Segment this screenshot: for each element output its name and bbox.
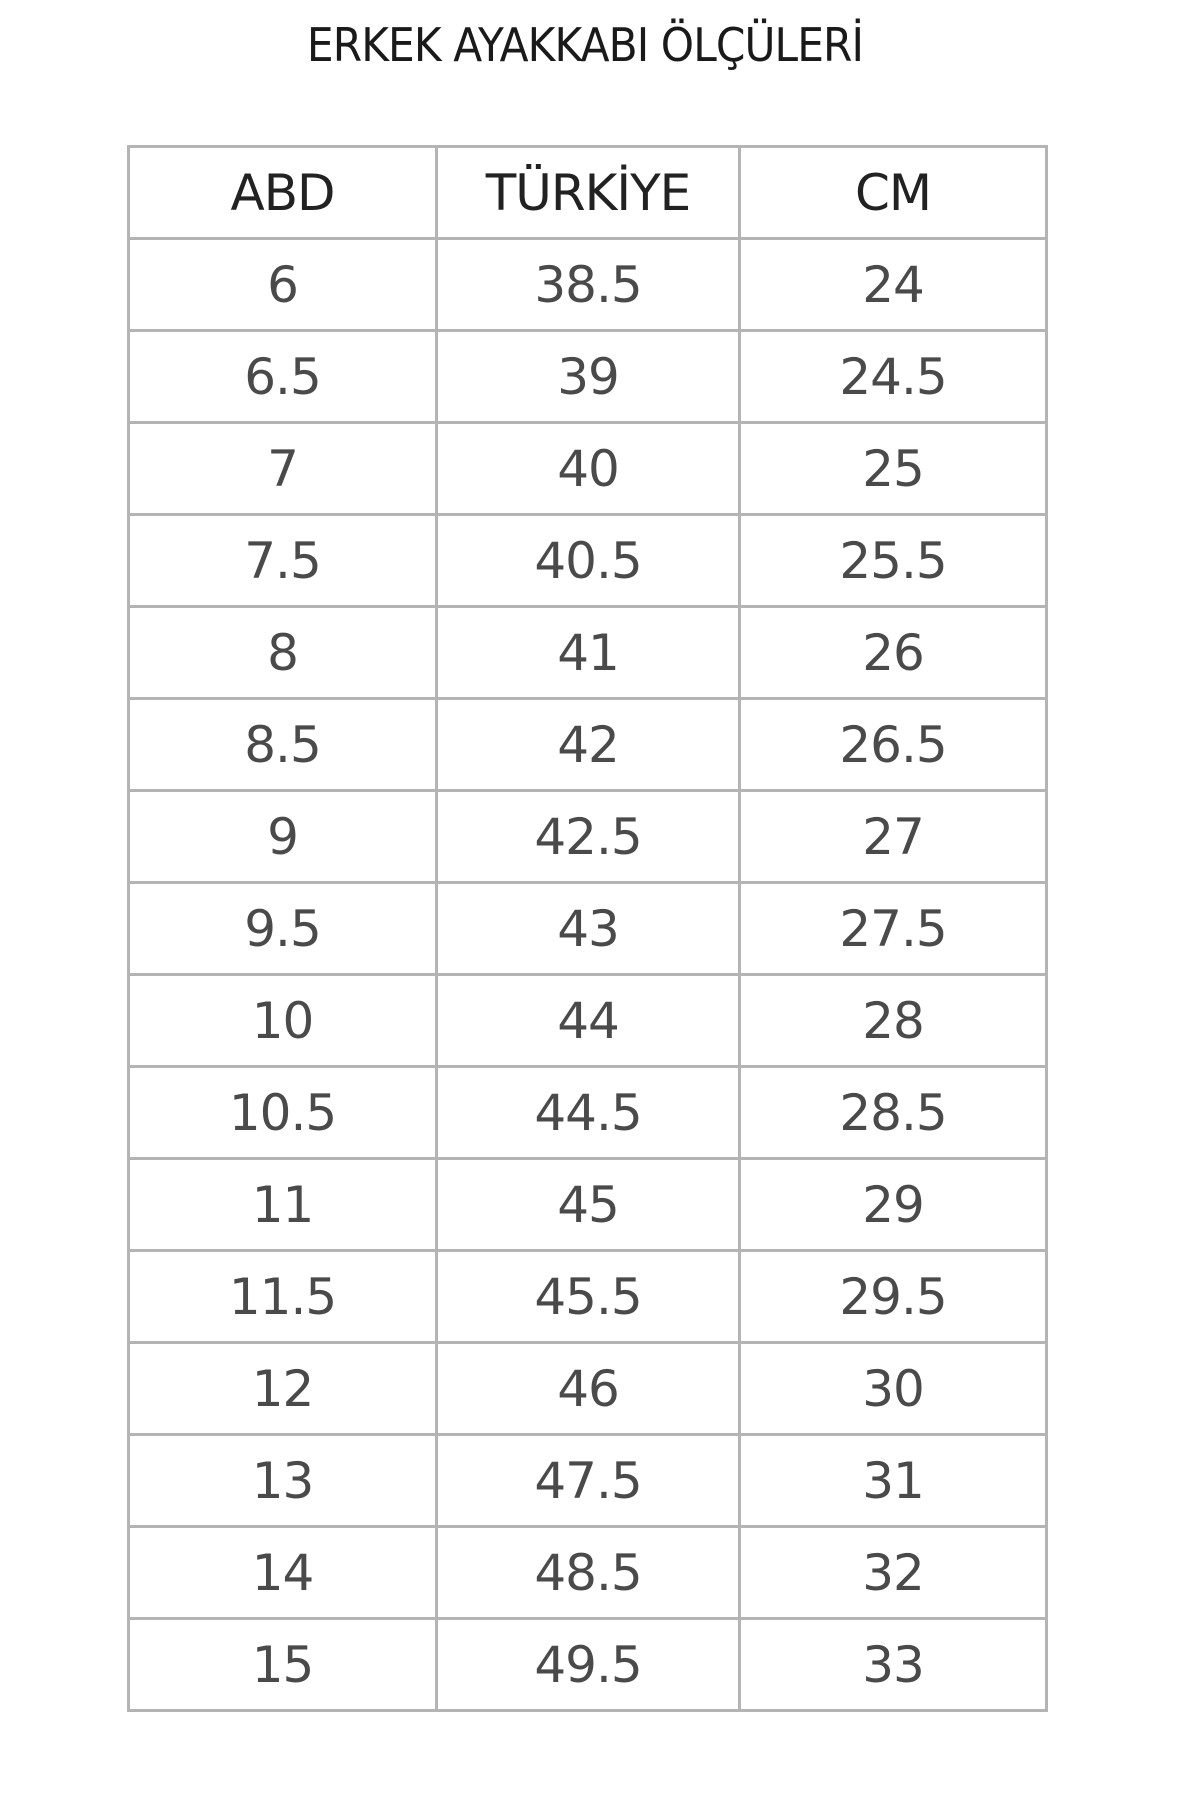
table-row: 14 48.5 32 <box>127 1525 1048 1620</box>
cell-abd: 6 <box>127 237 438 332</box>
cell-cm: 30 <box>738 1341 1048 1436</box>
cell-cm: 29.5 <box>738 1249 1048 1344</box>
cell-turkiye: 42.5 <box>435 789 741 884</box>
cell-turkiye: 42 <box>435 697 741 792</box>
cell-turkiye: 40.5 <box>435 513 741 608</box>
header-turkiye: TÜRKİYE <box>435 145 741 240</box>
table-row: 11 45 29 <box>127 1157 1048 1252</box>
cell-cm: 26 <box>738 605 1048 700</box>
cell-cm: 26.5 <box>738 697 1048 792</box>
header-abd: ABD <box>127 145 438 240</box>
cell-abd: 10 <box>127 973 438 1068</box>
cell-cm: 25.5 <box>738 513 1048 608</box>
table-row: 6 38.5 24 <box>127 237 1048 332</box>
cell-turkiye: 48.5 <box>435 1525 741 1620</box>
cell-cm: 24.5 <box>738 329 1048 424</box>
cell-turkiye: 39 <box>435 329 741 424</box>
cell-abd: 12 <box>127 1341 438 1436</box>
cell-turkiye: 38.5 <box>435 237 741 332</box>
table-row: 9 42.5 27 <box>127 789 1048 884</box>
table-row: 10 44 28 <box>127 973 1048 1068</box>
table-row: 9.5 43 27.5 <box>127 881 1048 976</box>
cell-abd: 14 <box>127 1525 438 1620</box>
cell-cm: 31 <box>738 1433 1048 1528</box>
cell-abd: 15 <box>127 1617 438 1712</box>
cell-abd: 11 <box>127 1157 438 1252</box>
cell-turkiye: 40 <box>435 421 741 516</box>
cell-turkiye: 43 <box>435 881 741 976</box>
cell-cm: 29 <box>738 1157 1048 1252</box>
cell-abd: 9.5 <box>127 881 438 976</box>
cell-cm: 33 <box>738 1617 1048 1712</box>
table-row: 7 40 25 <box>127 421 1048 516</box>
table-row: 7.5 40.5 25.5 <box>127 513 1048 608</box>
cell-turkiye: 41 <box>435 605 741 700</box>
cell-turkiye: 44.5 <box>435 1065 741 1160</box>
cell-turkiye: 46 <box>435 1341 741 1436</box>
cell-turkiye: 44 <box>435 973 741 1068</box>
table-row: 8 41 26 <box>127 605 1048 700</box>
cell-abd: 7 <box>127 421 438 516</box>
table-row: 13 47.5 31 <box>127 1433 1048 1528</box>
cell-turkiye: 47.5 <box>435 1433 741 1528</box>
header-cm: CM <box>738 145 1048 240</box>
cell-turkiye: 45 <box>435 1157 741 1252</box>
cell-abd: 8 <box>127 605 438 700</box>
cell-cm: 27.5 <box>738 881 1048 976</box>
cell-cm: 32 <box>738 1525 1048 1620</box>
cell-cm: 24 <box>738 237 1048 332</box>
cell-abd: 9 <box>127 789 438 884</box>
table-header-row: ABD TÜRKİYE CM <box>127 145 1048 240</box>
table-row: 12 46 30 <box>127 1341 1048 1436</box>
cell-abd: 8.5 <box>127 697 438 792</box>
cell-turkiye: 49.5 <box>435 1617 741 1712</box>
table-row: 10.5 44.5 28.5 <box>127 1065 1048 1160</box>
cell-abd: 11.5 <box>127 1249 438 1344</box>
table-row: 6.5 39 24.5 <box>127 329 1048 424</box>
page-title: ERKEK AYAKKABI ÖLÇÜLERİ <box>306 18 864 72</box>
size-chart-table: ABD TÜRKİYE CM 6 38.5 24 6.5 39 24.5 7 40 25 7.5 4… <box>127 145 1048 1712</box>
cell-abd: 10.5 <box>127 1065 438 1160</box>
cell-abd: 7.5 <box>127 513 438 608</box>
table-row: 8.5 42 26.5 <box>127 697 1048 792</box>
cell-abd: 6.5 <box>127 329 438 424</box>
table-row: 11.5 45.5 29.5 <box>127 1249 1048 1344</box>
cell-abd: 13 <box>127 1433 438 1528</box>
cell-cm: 28.5 <box>738 1065 1048 1160</box>
cell-turkiye: 45.5 <box>435 1249 741 1344</box>
cell-cm: 28 <box>738 973 1048 1068</box>
cell-cm: 25 <box>738 421 1048 516</box>
table-row: 15 49.5 33 <box>127 1617 1048 1712</box>
cell-cm: 27 <box>738 789 1048 884</box>
